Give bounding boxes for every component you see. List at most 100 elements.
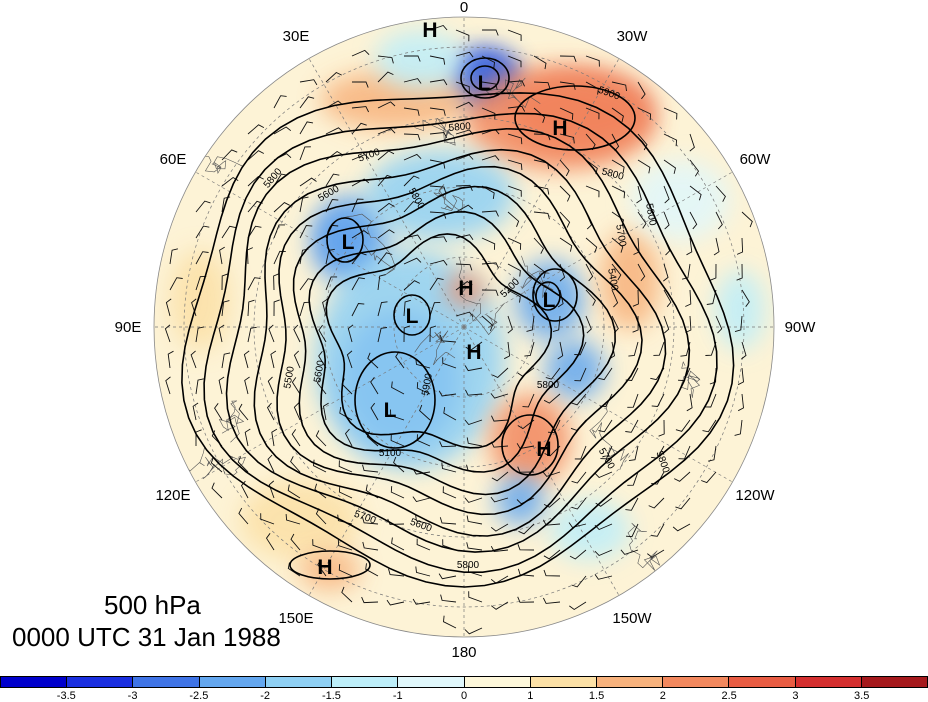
wind-barb xyxy=(455,281,473,291)
wind-barb xyxy=(625,523,639,538)
wind-barb xyxy=(325,276,338,291)
contour-label: 5800 xyxy=(457,560,480,571)
pressure-centers: H L H L H L L H L H H xyxy=(317,19,567,579)
wind-barb xyxy=(443,615,457,629)
anomaly-patch xyxy=(170,250,230,350)
colorbar-labels: -3.5 -3 -2.5 -2 -1.5 -1 0 1 1.5 2 2.5 3 3.5 xyxy=(0,690,928,702)
wind-barb xyxy=(247,150,265,161)
wind-barb xyxy=(393,456,405,473)
colorbar-cell xyxy=(464,676,531,688)
closed-contour xyxy=(460,57,510,99)
wind-barb xyxy=(429,24,448,31)
wind-barb xyxy=(571,575,587,588)
wind-barb xyxy=(367,352,379,369)
wind-barb xyxy=(287,562,301,577)
wind-barb xyxy=(429,107,446,116)
wind-barb xyxy=(741,289,750,307)
wind-barb xyxy=(559,237,573,252)
wind-barb xyxy=(611,107,624,123)
high-pressure-center: H xyxy=(552,117,567,140)
time-title: 0000 UTC 31 Jan 1988 xyxy=(12,622,281,652)
wind-barb xyxy=(507,80,526,87)
wind-barb xyxy=(507,105,526,112)
wind-barb xyxy=(273,250,286,265)
meridian-line xyxy=(463,171,733,328)
anomaly-patch xyxy=(715,270,765,350)
wind-barb xyxy=(312,539,327,551)
height-contour xyxy=(325,233,553,449)
wind-barb xyxy=(663,315,670,334)
wind-barb xyxy=(685,289,692,307)
wind-barb xyxy=(325,173,340,187)
wind-barb xyxy=(507,55,522,68)
wind-barb xyxy=(442,486,457,499)
wind-barb xyxy=(503,341,511,360)
wind-barb xyxy=(273,299,280,317)
contour-label: 5400 xyxy=(605,268,620,292)
wind-barb xyxy=(429,236,448,243)
wind-barb xyxy=(352,81,369,88)
wind-barb xyxy=(689,133,695,152)
wind-barb xyxy=(403,153,422,161)
wind-barb xyxy=(377,327,388,343)
wind-barb xyxy=(243,350,250,369)
wind-barb xyxy=(663,159,677,174)
wind-barb xyxy=(464,419,483,426)
wind-barb xyxy=(706,289,717,305)
colorbar-cell xyxy=(67,676,134,688)
colorbar-cell xyxy=(861,676,928,688)
longitude-label: 120E xyxy=(155,487,190,504)
wind-barb xyxy=(481,289,499,297)
wind-barb xyxy=(247,277,261,291)
wind-barb xyxy=(377,274,386,291)
wind-barb xyxy=(681,263,691,280)
wind-barb xyxy=(438,573,457,580)
wind-barb xyxy=(678,445,691,460)
wind-barb xyxy=(403,325,410,343)
wind-barb xyxy=(290,456,301,473)
wind-barb xyxy=(195,326,205,343)
longitude-label: 30W xyxy=(617,28,649,45)
height-contour xyxy=(308,210,585,473)
wind-barb xyxy=(637,133,648,151)
wind-barb xyxy=(273,126,292,135)
wind-barb xyxy=(559,159,570,177)
wind-barb xyxy=(611,263,622,281)
wind-barb xyxy=(557,289,564,308)
colorbar-tick-label: -2.5 xyxy=(189,690,209,702)
wind-barb xyxy=(734,419,743,436)
wind-barb xyxy=(628,445,639,462)
wind-barb xyxy=(403,55,421,62)
wind-barb xyxy=(455,29,470,42)
wind-barb xyxy=(455,311,474,318)
coastline xyxy=(589,403,629,470)
anomaly-patch xyxy=(315,250,505,470)
colorbar-cell xyxy=(729,676,796,688)
wind-barb xyxy=(429,132,448,139)
wind-barb xyxy=(595,497,613,507)
wind-barb xyxy=(636,185,642,204)
wind-barb xyxy=(287,484,301,499)
wind-barb xyxy=(165,298,172,317)
wind-barb xyxy=(585,185,600,198)
closed-contour xyxy=(514,85,636,151)
wind-barb xyxy=(273,224,285,239)
wind-barb xyxy=(594,471,613,479)
wind-barb xyxy=(267,454,275,473)
wind-barb xyxy=(707,445,717,462)
wind-barb xyxy=(377,101,396,109)
wind-barb xyxy=(702,419,717,433)
wind-barb xyxy=(238,403,249,421)
closed-contour xyxy=(532,268,578,322)
wind-barb xyxy=(625,419,639,433)
wind-barb xyxy=(415,566,431,577)
closed-contour xyxy=(289,550,371,580)
wind-barb xyxy=(647,549,665,558)
wind-barb xyxy=(169,277,183,291)
wind-barb xyxy=(221,225,236,239)
wind-barb xyxy=(419,404,431,421)
wind-barb xyxy=(594,549,613,557)
wind-barb xyxy=(715,185,726,202)
wind-barb xyxy=(600,445,613,460)
wind-barb xyxy=(675,419,691,432)
